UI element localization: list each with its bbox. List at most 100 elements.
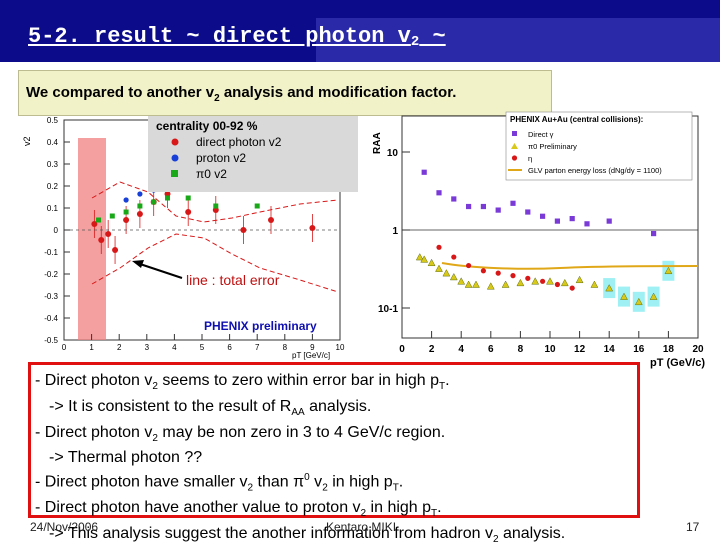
raa-direct-gamma-point	[480, 203, 486, 210]
pi0-point	[151, 199, 157, 205]
conclusion-text: 2	[152, 432, 158, 444]
v2-xtick-label: 3	[145, 343, 150, 352]
v2-ytick-label: -0.1	[44, 248, 58, 257]
v2-xtick-label: 7	[255, 343, 260, 352]
v2-legend-label: proton v2	[196, 151, 246, 165]
raa-ytick-label: 1	[392, 226, 398, 237]
raa-pi0-point	[560, 278, 569, 287]
conclusion-text: v	[309, 473, 323, 491]
annotation-arrow	[139, 263, 183, 279]
raa-xtick-label: 18	[663, 344, 675, 355]
direct-photon-point	[309, 225, 316, 231]
v2-ytick-label: 0.3	[47, 160, 59, 169]
conclusion-text: 0	[304, 471, 310, 483]
raa-pi0-point	[457, 277, 466, 285]
conclusion-text: - Direct photon v	[35, 423, 153, 441]
conclusion-text: - Direct photon have smaller v	[35, 473, 248, 491]
raa-pi0-point	[435, 264, 443, 272]
conclusion-text: in high p	[327, 473, 393, 491]
v2-legend-marker	[171, 154, 179, 162]
raa-xtick-label: 12	[574, 344, 586, 355]
direct-photon-point	[240, 227, 247, 233]
raa-pi0-point	[420, 255, 429, 263]
direct-photon-point	[105, 231, 112, 237]
raa-ylabel: RAA	[372, 132, 383, 154]
direct-photon-point	[123, 217, 130, 223]
raa-pi0-point	[486, 282, 495, 290]
raa-pi0-point	[516, 278, 525, 287]
raa-direct-gamma-point	[495, 207, 501, 213]
v2-xtick-label: 10	[336, 343, 345, 352]
v2-ylabel: v2	[22, 136, 32, 146]
raa-pi0-point	[605, 284, 614, 292]
conclusion-text: 2	[152, 381, 158, 393]
conclusion-line: - Direct photon v2 seems to zero within …	[35, 371, 637, 397]
v2-xtick-label: 0	[62, 343, 67, 352]
raa-pi0-point	[664, 266, 673, 275]
v2-ytick-label: 0	[54, 226, 59, 235]
raa-legend-label: GLV parton energy loss (dNg/dy = 1100)	[528, 166, 662, 175]
conclusion-text: T	[392, 482, 399, 494]
v2-ytick-label: 0.2	[47, 182, 59, 191]
conclusion-text: seems to zero within error bar in high p	[157, 372, 439, 389]
raa-xtick-label: 20	[692, 344, 704, 355]
v2-ytick-label: 0.1	[47, 204, 59, 213]
v2-legend-label: π0 v2	[196, 167, 227, 181]
raa-direct-gamma-point	[510, 200, 516, 206]
v2-total-error-lower	[91, 181, 339, 223]
conclusion-text: analysis.	[304, 397, 372, 415]
raa-ytick-label: 10	[387, 148, 399, 159]
v2-xtick-label: 9	[310, 343, 315, 352]
conclusion-line: -> This analysis suggest the another inf…	[35, 524, 637, 550]
raa-legend-marker	[511, 143, 518, 149]
raa-eta-point	[569, 285, 575, 291]
raa-pi0-point	[442, 269, 451, 277]
raa-eta-point	[466, 262, 472, 269]
raa-eta-point	[480, 268, 486, 274]
raa-direct-gamma-point	[421, 169, 427, 175]
conclusion-text: .	[398, 473, 404, 491]
v2-legend-title: centrality 00-92 %	[156, 119, 258, 133]
v2-xtick-label: 6	[227, 343, 232, 352]
conclusion-text: -> This analysis suggest the another inf…	[49, 524, 493, 542]
raa-legend-label: η	[528, 154, 532, 163]
v2-legend-label: direct photon v2	[196, 135, 282, 149]
raa-xtick-label: 4	[458, 344, 464, 355]
raa-legend-label: π0 Preliminary	[528, 142, 577, 151]
raa-pi0-point	[449, 272, 458, 281]
conclusion-line: -> Thermal photon ??	[35, 448, 637, 468]
v2-plot: 0.5 0.4 0.3 0.2 0.1 0 -0.1 -0.2 -0.3 -0.4 -0.5 0 1 2 3…	[22, 116, 358, 360]
raa-pi0-point	[427, 258, 436, 267]
conclusion-text: -> Thermal photon ??	[49, 449, 203, 467]
raa-eta-point	[525, 275, 531, 281]
raa-pi0-point	[634, 297, 643, 306]
conclusion-text: .	[445, 372, 450, 389]
raa-direct-gamma-point	[606, 218, 612, 224]
v2-xtick-label: 5	[200, 343, 205, 352]
pi0-point	[165, 195, 170, 201]
raa-direct-gamma-point	[466, 203, 472, 210]
raa-pi0-point	[575, 275, 584, 284]
conclusion-text: may be non zero in 3 to 4 GeV/c region.	[157, 423, 446, 441]
direct-photon-point	[268, 217, 274, 223]
conclusion-text: in high p	[366, 499, 432, 517]
raa-eta-point	[510, 273, 516, 279]
v2-ytick-label: -0.4	[44, 314, 58, 323]
raa-direct-gamma-point	[584, 221, 590, 227]
v2-xtick-label: 8	[283, 343, 288, 352]
direct-photon-point	[91, 221, 98, 227]
v2-xtick-label: 2	[117, 343, 122, 352]
proton-point	[123, 197, 129, 203]
raa-direct-gamma-point	[569, 216, 575, 222]
raa-direct-gamma-point	[451, 196, 457, 202]
raa-glv-curve	[441, 262, 699, 270]
direct-photon-point	[185, 209, 192, 215]
raa-legend-box	[505, 111, 693, 181]
v2-watermark: PHENIX preliminary	[204, 319, 317, 333]
v2-xlabel: pT [GeV/c]	[292, 351, 330, 360]
conclusion-text: .	[437, 499, 442, 517]
raa-eta-point	[436, 244, 442, 250]
raa-pi0-point	[531, 277, 540, 285]
direct-photon-point	[98, 237, 105, 243]
raa-ytick-label: 10-1	[378, 304, 398, 315]
